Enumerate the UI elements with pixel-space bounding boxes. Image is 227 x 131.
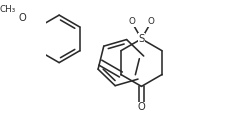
Text: O: O xyxy=(148,17,155,26)
Text: CH₃: CH₃ xyxy=(0,5,16,14)
Text: O: O xyxy=(19,13,26,23)
Text: O: O xyxy=(128,17,135,26)
Text: S: S xyxy=(138,34,145,44)
Text: O: O xyxy=(138,102,145,112)
